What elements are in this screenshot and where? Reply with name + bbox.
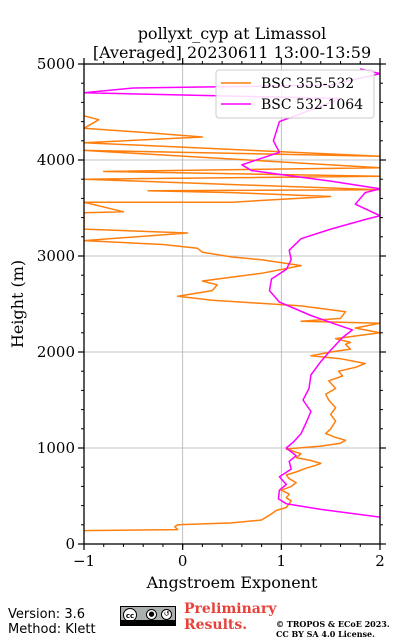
x-tick-label: 2 [375, 552, 385, 570]
badge-strip [121, 620, 175, 625]
preliminary-line-2: Results. [184, 617, 248, 633]
preliminary-line-1: Preliminary [184, 601, 277, 617]
legend: BSC 355-532 BSC 532-1064 [215, 69, 375, 119]
series-group [84, 68, 380, 532]
version-text: Version: 3.6 [8, 607, 85, 622]
grid [84, 64, 380, 544]
y-tick-label: 4000 [37, 151, 75, 169]
series-line-bsc-355-532 [84, 115, 380, 532]
series-line-bsc-532-1064 [84, 68, 380, 518]
chart-subtitle: [Averaged] 20230611 13:00-13:59 [93, 43, 371, 62]
method-text: Method: Klett [8, 622, 96, 637]
y-tick-label: 0 [65, 535, 75, 553]
y-tick-label: 1000 [37, 439, 75, 457]
y-tick-label: 2000 [37, 343, 75, 361]
copyright-notice: © TROPOS & ECoE 2023. CC BY SA 4.0 Licen… [276, 619, 390, 639]
chart: pollyxt_cyp at Limassol [Averaged] 20230… [8, 24, 386, 592]
y-tick-label: 5000 [37, 55, 75, 73]
legend-box [215, 69, 375, 119]
legend-label-bsc-355-532: BSC 355-532 [261, 76, 354, 92]
chart-title: pollyxt_cyp at Limassol [138, 24, 327, 43]
legend-label-bsc-532-1064: BSC 532-1064 [261, 97, 363, 113]
preliminary-notice: Preliminary Results. [184, 601, 276, 633]
x-axis-label: Angstroem Exponent [146, 573, 318, 592]
y-axis-label: Height (m) [8, 260, 27, 348]
x-tick-label: 0 [178, 552, 188, 570]
sa-icon: ↺ [161, 609, 172, 620]
copyright-line-1: © TROPOS & ECoE 2023. [276, 619, 390, 629]
by-icon: ● [146, 609, 157, 620]
cc-license-badge: cc ● ↺ [120, 606, 176, 626]
x-tick-label: −1 [73, 552, 95, 570]
copyright-line-2: CC BY SA 4.0 License. [276, 629, 375, 639]
x-tick-label: 1 [277, 552, 287, 570]
plot-frame [83, 63, 381, 545]
y-tick-label: 3000 [37, 247, 75, 265]
